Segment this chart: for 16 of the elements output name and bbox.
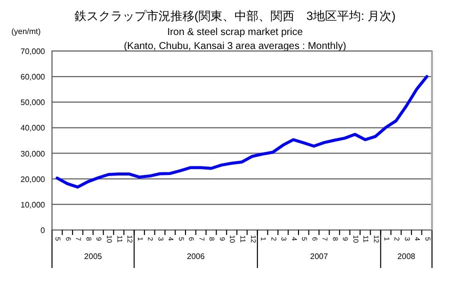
text: 2008: [397, 252, 416, 261]
y-tick-label: 30,000: [20, 149, 46, 158]
text: 2006: [186, 252, 206, 261]
y-tick-label: 20,000: [20, 174, 46, 184]
text: 2007: [310, 252, 328, 261]
chart-subtitle: Iron & steel scrap market price (Kanto, Chubu, Kansai 3 area averages : Monthly): [124, 27, 346, 52]
chart-title: 鉄スクラップ市況推移(関東、中部、関西 3地区平均: 月次): [74, 9, 396, 23]
y-axis-title: (yen/mt): [11, 27, 41, 36]
y-tick-label: 0: [40, 226, 46, 235]
y-tick-label: 60,000: [20, 72, 46, 82]
y-tick-label: 50,000: [20, 98, 46, 108]
y-tick-label: 10,000: [20, 200, 46, 210]
y-tick-label: 70,000: [20, 47, 46, 56]
y-tick-label: 40,000: [20, 124, 46, 133]
line-series: [56, 75, 428, 189]
text: 2005: [84, 252, 103, 261]
